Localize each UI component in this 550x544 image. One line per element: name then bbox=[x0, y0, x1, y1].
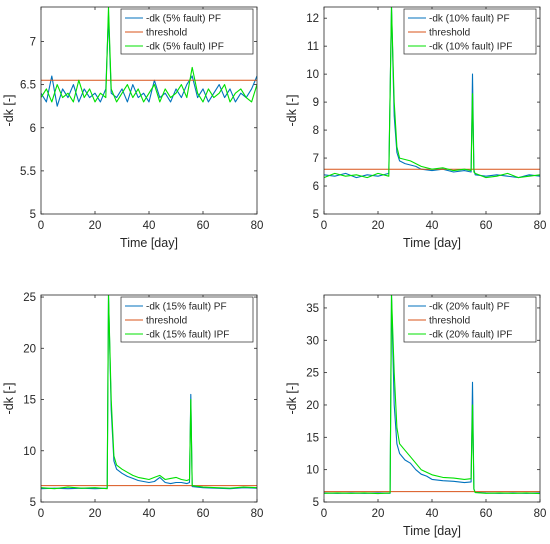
y-tick-label: 11 bbox=[307, 41, 319, 53]
series-group bbox=[41, 295, 257, 490]
series-group bbox=[324, 7, 540, 179]
y-tick-label: 5 bbox=[30, 497, 36, 509]
y-tick-label: 25 bbox=[23, 292, 36, 304]
y-tick-label: 5 bbox=[313, 209, 319, 221]
x-tick-label: 20 bbox=[372, 220, 385, 232]
x-tick-label: 60 bbox=[480, 508, 493, 520]
series-group bbox=[324, 295, 540, 495]
x-tick-label: 40 bbox=[143, 508, 156, 520]
x-tick-label: 40 bbox=[426, 508, 439, 520]
y-tick-label: 8 bbox=[313, 125, 319, 137]
x-axis-label: Time [day] bbox=[403, 524, 461, 538]
y-tick-label: 7 bbox=[313, 153, 319, 165]
legend-entry: -dk (5% fault) PF bbox=[146, 14, 221, 25]
legend-entry: threshold bbox=[146, 28, 187, 39]
chart-panel-3: 0 20 40 60 80 5 10 15 20 25 -dk [-] -dk (15% fault)… bbox=[2, 292, 263, 520]
y-tick-label: 25 bbox=[306, 368, 319, 380]
y-tick-label: 6.5 bbox=[20, 80, 36, 92]
x-axis-label: Time [day] bbox=[403, 236, 461, 250]
y-axis-label: -dk [-] bbox=[285, 95, 299, 127]
y-tick-label: 30 bbox=[306, 335, 319, 347]
series-group bbox=[41, 7, 257, 107]
x-tick-label: 60 bbox=[197, 508, 210, 520]
y-tick-label: 20 bbox=[306, 400, 319, 412]
legend-entry: -dk (10% fault) PF bbox=[429, 14, 510, 25]
chart-panel-2: 0 20 40 60 80 5 6 7 8 9 10 11 12 Time [day] -dk [-] -dk… bbox=[285, 6, 547, 250]
legend-entry: -dk (15% fault) PF bbox=[146, 302, 227, 313]
legend-entry: -dk (5% fault) IPF bbox=[146, 42, 224, 53]
y-tick-label: 15 bbox=[306, 432, 319, 444]
legend-entry: -dk (20% fault) PF bbox=[429, 302, 510, 313]
series-line-3 bbox=[41, 295, 257, 490]
x-tick-label: 80 bbox=[534, 220, 547, 232]
x-tick-label: 0 bbox=[38, 508, 44, 520]
y-tick-label: 15 bbox=[23, 395, 36, 407]
y-tick-label: 6 bbox=[30, 123, 36, 135]
x-tick-label: 20 bbox=[89, 220, 102, 232]
legend: -dk (15% fault) PF threshold -dk (15% faul… bbox=[120, 296, 254, 343]
x-tick-label: 20 bbox=[372, 508, 385, 520]
x-tick-label: 80 bbox=[251, 220, 264, 232]
series-line-3 bbox=[324, 7, 540, 179]
legend: -dk (20% fault) PF threshold -dk (20% faul… bbox=[403, 296, 537, 343]
x-tick-label: 0 bbox=[321, 508, 327, 520]
y-tick-label: 20 bbox=[23, 343, 36, 355]
legend-entry: threshold bbox=[429, 28, 470, 39]
y-tick-label: 5.5 bbox=[20, 166, 36, 178]
y-tick-label: 6 bbox=[313, 181, 319, 193]
x-tick-label: 0 bbox=[38, 220, 44, 232]
legend-entry: threshold bbox=[146, 316, 187, 327]
y-tick-label: 12 bbox=[306, 13, 319, 25]
y-tick-label: 5 bbox=[313, 497, 319, 509]
y-tick-label: 9 bbox=[313, 97, 319, 109]
x-tick-label: 80 bbox=[534, 508, 547, 520]
y-tick-label: 7 bbox=[30, 37, 36, 49]
y-axis-label: -dk [-] bbox=[2, 383, 16, 415]
y-tick-label: 5 bbox=[30, 209, 36, 221]
legend: -dk (10% fault) PF threshold -dk (10% faul… bbox=[403, 8, 537, 55]
chart-panel-1: 0 20 40 60 80 5 5.5 6 6.5 7 Time [day] -dk [-] -dk (… bbox=[2, 6, 264, 250]
y-tick-label: 10 bbox=[306, 465, 319, 477]
x-tick-label: 60 bbox=[480, 220, 493, 232]
chart-panel-4: 0 20 40 60 80 5 10 15 20 25 30 35 Time [day] -dk [-] -… bbox=[285, 294, 547, 538]
x-tick-label: 80 bbox=[251, 508, 264, 520]
y-tick-label: 10 bbox=[23, 446, 36, 458]
series-line-3 bbox=[324, 295, 540, 495]
legend-entry: -dk (10% fault) IPF bbox=[429, 42, 512, 53]
x-axis-label: Time [day] bbox=[120, 236, 178, 250]
x-tick-label: 20 bbox=[89, 508, 102, 520]
x-tick-label: 40 bbox=[426, 220, 439, 232]
x-tick-label: 0 bbox=[321, 220, 327, 232]
y-axis-label: -dk [-] bbox=[2, 95, 16, 127]
y-axis-label: -dk [-] bbox=[285, 383, 299, 415]
y-tick-label: 10 bbox=[306, 69, 319, 81]
y-tick-label: 35 bbox=[306, 303, 319, 315]
legend-entry: threshold bbox=[429, 316, 470, 327]
legend-entry: -dk (15% fault) IPF bbox=[146, 330, 229, 341]
legend: -dk (5% fault) PF threshold -dk (5% fault)… bbox=[120, 8, 254, 55]
series-line-3 bbox=[41, 7, 257, 103]
legend-entry: -dk (20% fault) IPF bbox=[429, 330, 512, 341]
x-tick-label: 60 bbox=[197, 220, 210, 232]
x-tick-label: 40 bbox=[143, 220, 156, 232]
